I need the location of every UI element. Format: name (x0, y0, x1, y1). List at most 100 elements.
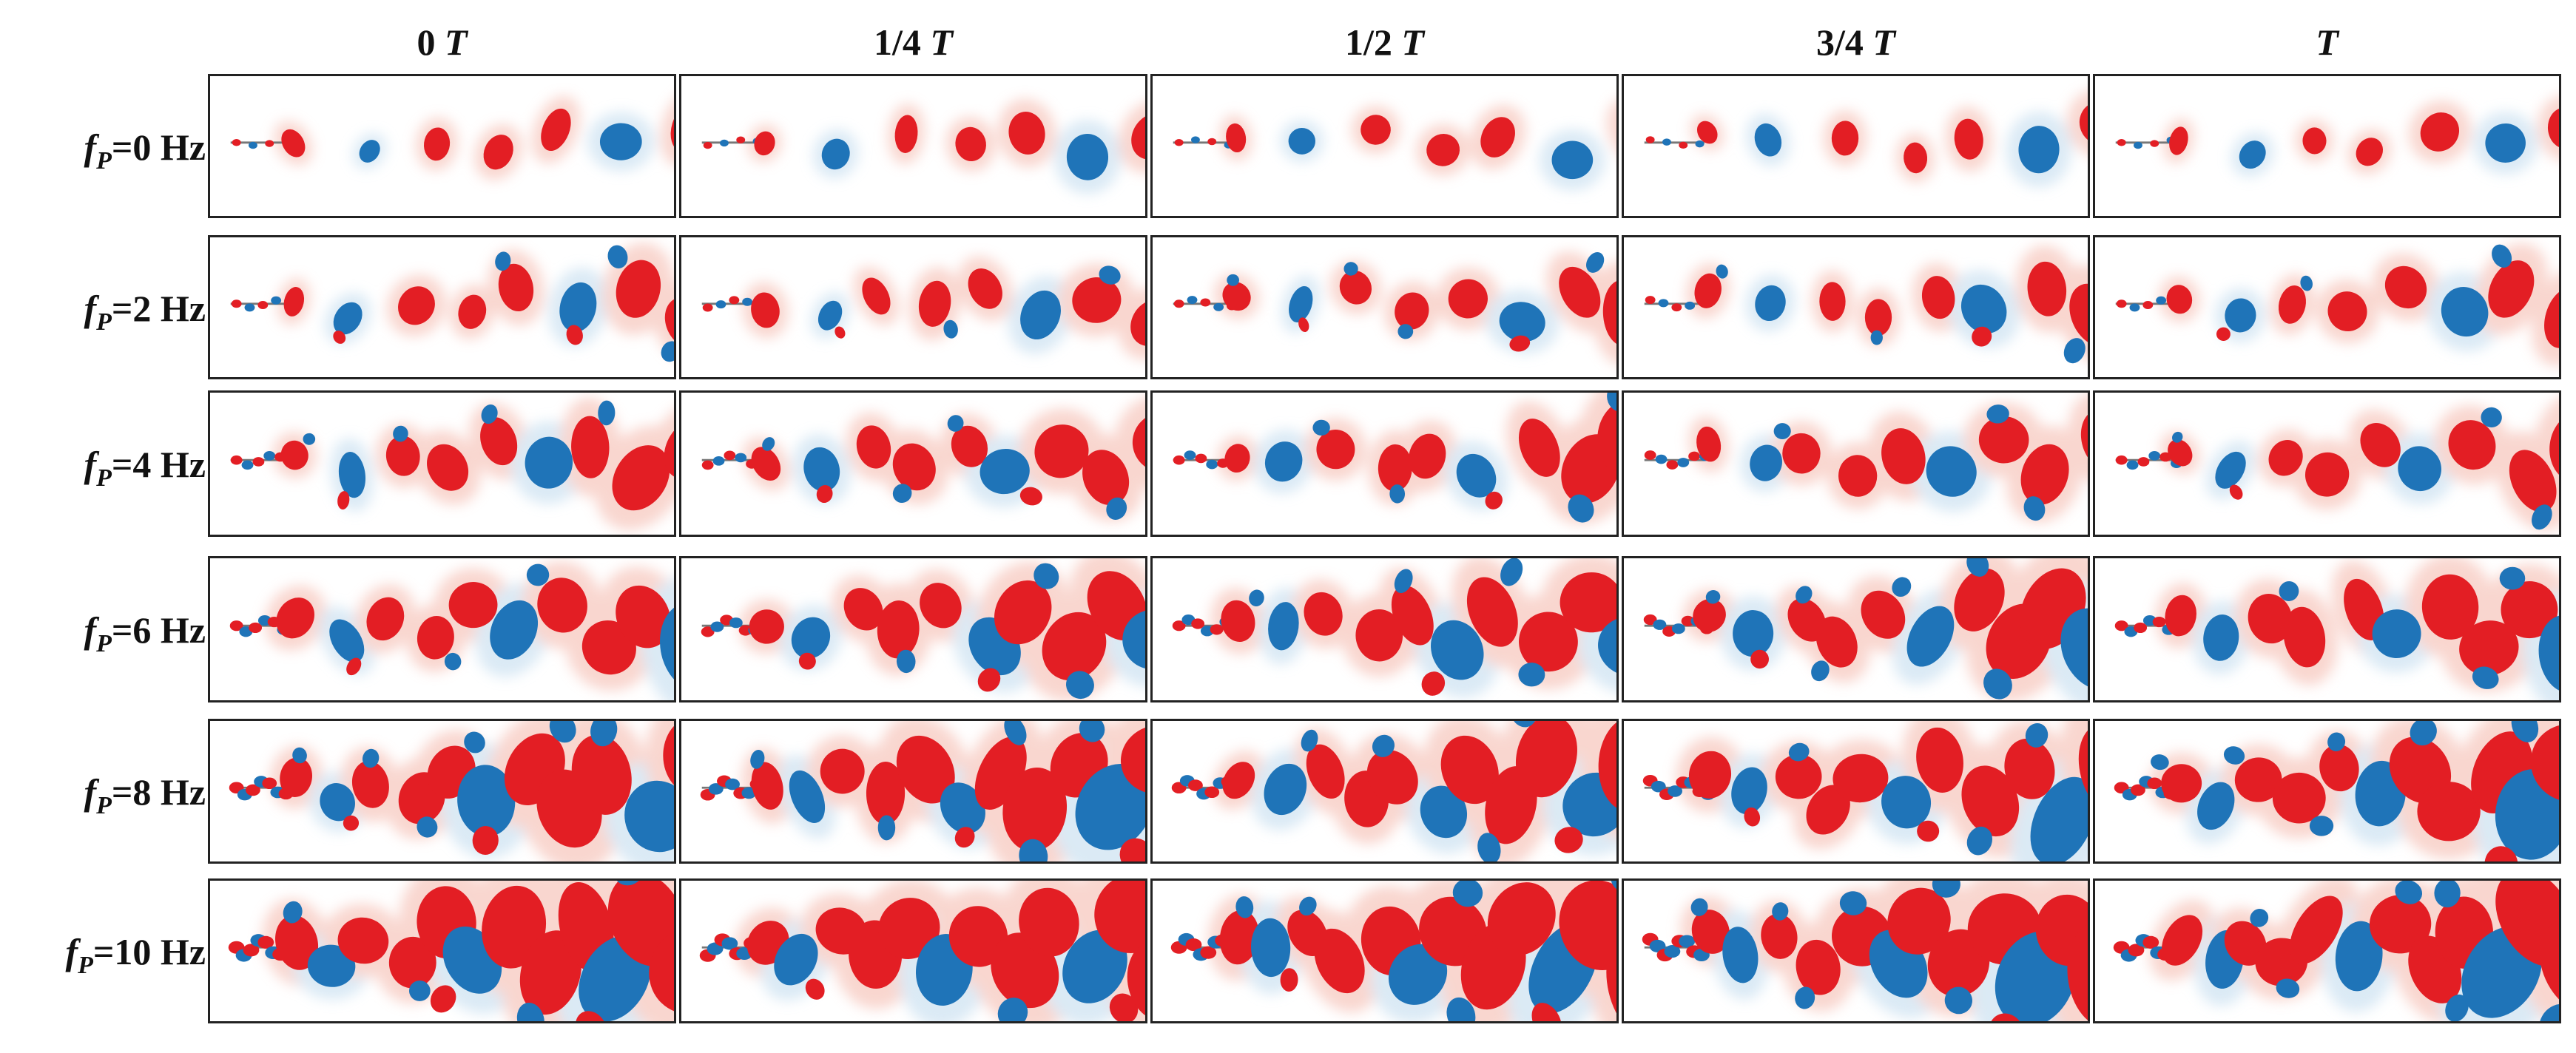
vortex-secondary (526, 563, 550, 586)
vortex-positive (1559, 881, 1616, 971)
vortex-positive (1440, 735, 1499, 805)
vortex-small (2126, 460, 2139, 470)
vortex-secondary (762, 437, 775, 451)
vortex-small (724, 450, 736, 461)
vortex-secondary (798, 652, 816, 670)
vortex-small (1651, 780, 1666, 793)
vortex-negative (1268, 602, 1299, 651)
vortex-positive (280, 757, 313, 797)
vortex-secondary (834, 326, 846, 339)
vortex-small (1653, 619, 1667, 630)
vortex-positive (1008, 112, 1045, 155)
vortex-secondary (2499, 566, 2526, 590)
vortex-positive (1597, 400, 1616, 478)
row-label-subscript: P (78, 952, 93, 979)
vortex-negative (329, 619, 365, 663)
vortex-positive (1448, 279, 1488, 319)
vorticity-panel-r0-c3 (1622, 74, 2090, 218)
vorticity-panel-r2-c1 (679, 390, 1147, 537)
vortex-negative (1122, 609, 1145, 670)
vortex-small (252, 457, 265, 467)
vortex-secondary (1966, 558, 1989, 577)
vortex-secondary (997, 998, 1028, 1021)
column-label-period: T (2316, 21, 2339, 63)
vortex-secondary (1299, 896, 1317, 916)
vortex-small (1213, 302, 1224, 311)
vortex-small (2142, 935, 2159, 949)
vortex-negative (333, 302, 363, 335)
vortex-positive (1466, 577, 1518, 647)
vortex-secondary (1004, 721, 1027, 745)
vortex-positive (1306, 744, 1345, 799)
vortex-negative (2372, 609, 2421, 658)
vorticity-field (1171, 721, 1616, 861)
vortex-positive (1226, 123, 1247, 153)
vortex-halo (2538, 95, 2559, 161)
row-label-1: fP=2 Hz (0, 282, 206, 336)
vortex-positive (1002, 768, 1068, 852)
vortex-negative (2203, 614, 2239, 661)
vortex-positive (866, 761, 906, 825)
vortex-positive (2027, 261, 2067, 316)
vortex-small (2134, 622, 2148, 634)
vortex-secondary (481, 404, 498, 424)
vortex-secondary (2538, 1003, 2559, 1021)
vortex-secondary (2025, 722, 2049, 748)
vortex-positive (2234, 757, 2282, 802)
vortex-small (710, 621, 724, 632)
vortex-positive (1426, 133, 1460, 166)
vortex-small (1184, 450, 1196, 460)
vortex-secondary (417, 816, 438, 838)
vortex-positive (2224, 921, 2267, 966)
vortex-secondary (1744, 807, 1761, 827)
vortex-small (1206, 459, 1218, 470)
vortex-negative (1066, 133, 1109, 180)
vortex-secondary (2223, 746, 2245, 765)
vortex-positive (571, 416, 610, 478)
vortex-positive (994, 580, 1052, 645)
vortex-small (703, 141, 712, 149)
vortex-secondary (1690, 898, 1708, 916)
vortex-negative (1754, 123, 1782, 157)
vortex-positive (1042, 612, 1107, 681)
vortex-positive (896, 735, 955, 804)
vortex-positive (1519, 612, 1578, 672)
vortex-positive (2420, 112, 2460, 152)
vortex-positive (483, 135, 513, 170)
vortex-secondary (2151, 754, 2169, 771)
vortex-small (257, 935, 274, 949)
vortex-positive (1366, 750, 1418, 805)
column-label-phase: 0 (417, 21, 445, 63)
vortex-positive (2165, 595, 2196, 637)
row-label-3: fP=6 Hz (0, 604, 206, 657)
vortex-positive (612, 445, 670, 511)
vortex-small (243, 944, 260, 957)
vortex-halo (660, 89, 674, 167)
vortex-small (249, 622, 263, 634)
vorticity-field (701, 394, 1145, 522)
vortex-negative (2398, 446, 2441, 492)
vorticity-panel-r0-c2 (1150, 74, 1619, 218)
vortex-small (2117, 139, 2126, 146)
vortex-positive (1034, 424, 1089, 478)
vortex-small (2142, 301, 2154, 309)
vortex-small (1664, 945, 1681, 958)
vortex-secondary (2481, 407, 2502, 427)
vortex-positive (1782, 433, 1821, 474)
vortex-negative (1456, 453, 1497, 498)
vortex-secondary (2484, 846, 2518, 861)
vortex-small (246, 784, 260, 796)
vortex-secondary (2229, 484, 2243, 500)
column-label-2: 1/2 T (1150, 16, 1619, 68)
row-label-symbol: f (65, 931, 78, 972)
vortex-secondary (954, 827, 975, 848)
vortex-positive (2067, 919, 2088, 1021)
vortex-secondary (303, 433, 316, 445)
vortex-positive (1219, 910, 1259, 965)
vortex-small (736, 136, 746, 143)
vorticity-panel-r2-c2 (1150, 390, 1619, 537)
vorticity-field (700, 721, 1145, 861)
vortex-small (263, 451, 276, 461)
vortex-positive (351, 761, 389, 808)
vortex-negative (817, 300, 843, 331)
